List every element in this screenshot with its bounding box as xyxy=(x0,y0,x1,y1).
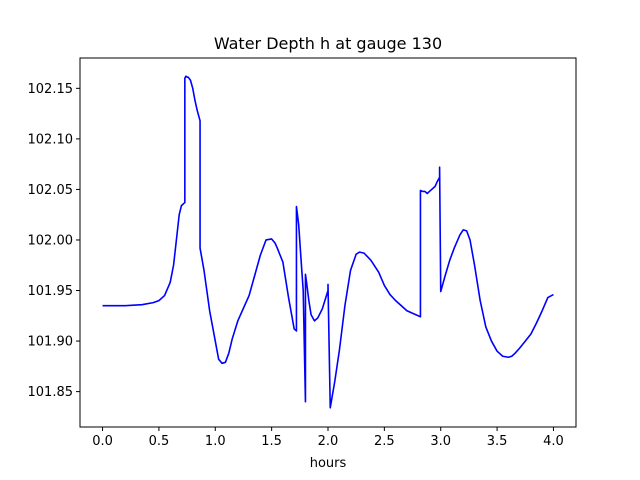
y-tick-label: 101.90 xyxy=(28,335,74,350)
y-tick-label: 102.15 xyxy=(28,82,74,97)
y-tick-label: 102.00 xyxy=(28,233,74,248)
x-tick-label: 1.0 xyxy=(205,434,226,449)
x-tick-label: 0.5 xyxy=(149,434,170,449)
y-tick-label: 101.85 xyxy=(28,385,74,400)
x-tick-label: 3.5 xyxy=(487,434,508,449)
y-tick-label: 102.10 xyxy=(28,132,74,147)
chart-title: Water Depth h at gauge 130 xyxy=(214,34,442,53)
x-tick-label: 3.0 xyxy=(430,434,451,449)
water-depth-line xyxy=(102,75,554,409)
y-axis: 101.85 101.90 101.95 102.00 102.05 102.10 102.… xyxy=(28,82,80,400)
plot-frame xyxy=(79,57,577,428)
x-axis: 0.0 0.5 1.0 1.5 2.0 2.5 3.0 3.5 4.0 xyxy=(92,427,564,449)
y-tick-label: 102.05 xyxy=(28,183,74,198)
x-tick-label: 0.0 xyxy=(92,434,113,449)
plot-area xyxy=(102,75,554,409)
x-tick-label: 1.5 xyxy=(261,434,282,449)
x-tick-label: 4.0 xyxy=(543,434,564,449)
x-tick-label: 2.5 xyxy=(374,434,395,449)
y-tick-label: 101.95 xyxy=(28,284,74,299)
x-axis-label: hours xyxy=(310,456,347,471)
x-tick-label: 2.0 xyxy=(318,434,339,449)
